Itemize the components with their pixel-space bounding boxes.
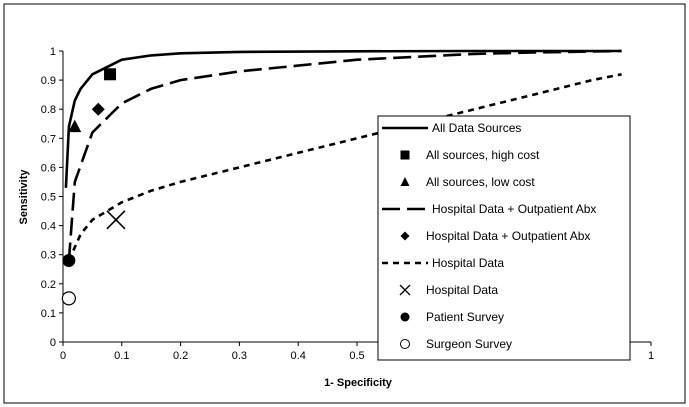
legend-label: All Data Sources <box>432 121 521 135</box>
y-tick-label: 0.5 <box>41 192 56 204</box>
series-line-hospital-data <box>67 73 622 262</box>
legend-swatch-x <box>399 284 411 296</box>
y-tick-label: 0.9 <box>41 75 56 87</box>
series-layer <box>61 49 622 306</box>
legend-label: Hospital Data <box>426 283 498 297</box>
x-tick-label: 1 <box>648 350 654 362</box>
x-tick-label: 0.2 <box>173 350 188 362</box>
legend-item-hospital-data: Hospital Data <box>399 283 498 297</box>
legend-swatch-square <box>400 150 410 160</box>
x-tick-label: 0.5 <box>349 350 364 362</box>
x-tick-label: 0 <box>60 350 66 362</box>
x-axis-label: 1- Specificity <box>324 377 393 389</box>
legend-label: Patient Survey <box>426 310 504 324</box>
legend: All Data Sources All sources, high cost Al… <box>382 121 596 351</box>
y-tick-label: 0.6 <box>41 162 56 174</box>
legend-item-surgeon-survey: Surgeon Survey <box>400 337 512 351</box>
series-line-hospital-data-outpatient-abx <box>67 49 622 261</box>
legend-label: Hospital Data <box>432 256 504 270</box>
legend-swatch-filled-circle <box>400 312 410 322</box>
x-tick-label: 0.3 <box>232 350 247 362</box>
point-all-sources-low-cost-triangle <box>68 119 82 133</box>
point-hospital-data-outpatient-abx-diamond <box>91 102 105 116</box>
legend-item-all-sources-high-cost: All sources, high cost <box>400 148 540 162</box>
y-tick-label: 0.8 <box>41 104 56 116</box>
y-tick-label: 1 <box>50 46 56 58</box>
legend-item-patient-survey: Patient Survey <box>400 310 504 324</box>
y-tick-label: 0.4 <box>41 221 56 233</box>
legend-swatch-triangle <box>400 177 410 186</box>
point-all-sources-high-cost-square <box>104 68 117 81</box>
legend-label: Hospital Data + Outpatient Abx <box>426 229 590 243</box>
legend-label: All sources, high cost <box>426 148 540 162</box>
y-tick-label: 0.7 <box>41 133 56 145</box>
y-axis-label: Sensitivity <box>18 169 30 225</box>
legend-swatch-open-circle <box>400 339 410 349</box>
y-tick-label: 0.3 <box>41 250 56 262</box>
point-hospital-data-x <box>106 210 126 230</box>
legend-label: Surgeon Survey <box>426 337 512 351</box>
legend-item-all-sources-low-cost: All sources, low cost <box>400 175 535 189</box>
y-tick-label: 0.2 <box>41 279 56 291</box>
y-tick-label: 0.1 <box>41 308 56 320</box>
legend-label: Hospital Data + Outpatient Abx <box>432 202 596 216</box>
x-tick-label: 0.1 <box>114 350 129 362</box>
legend-item-hospital-data-outpatient-abx: Hospital Data + Outpatient Abx <box>382 202 596 216</box>
legend-item-all-data-sources: All Data Sources <box>382 121 521 135</box>
legend-label: All sources, low cost <box>426 175 535 189</box>
legend-swatch-diamond <box>400 231 410 241</box>
legend-item-hospital-data: Hospital Data <box>382 256 504 270</box>
legend-box <box>377 115 631 361</box>
point-surgeon-survey-open-circle <box>61 291 76 306</box>
x-tick-label: 0.4 <box>291 350 306 362</box>
legend-item-hospital-data-outpatient-abx: Hospital Data + Outpatient Abx <box>400 229 590 243</box>
point-patient-survey-filled-circle <box>62 254 76 268</box>
y-tick-label: 0 <box>50 337 56 349</box>
series-line-all-data-sources <box>64 49 622 188</box>
